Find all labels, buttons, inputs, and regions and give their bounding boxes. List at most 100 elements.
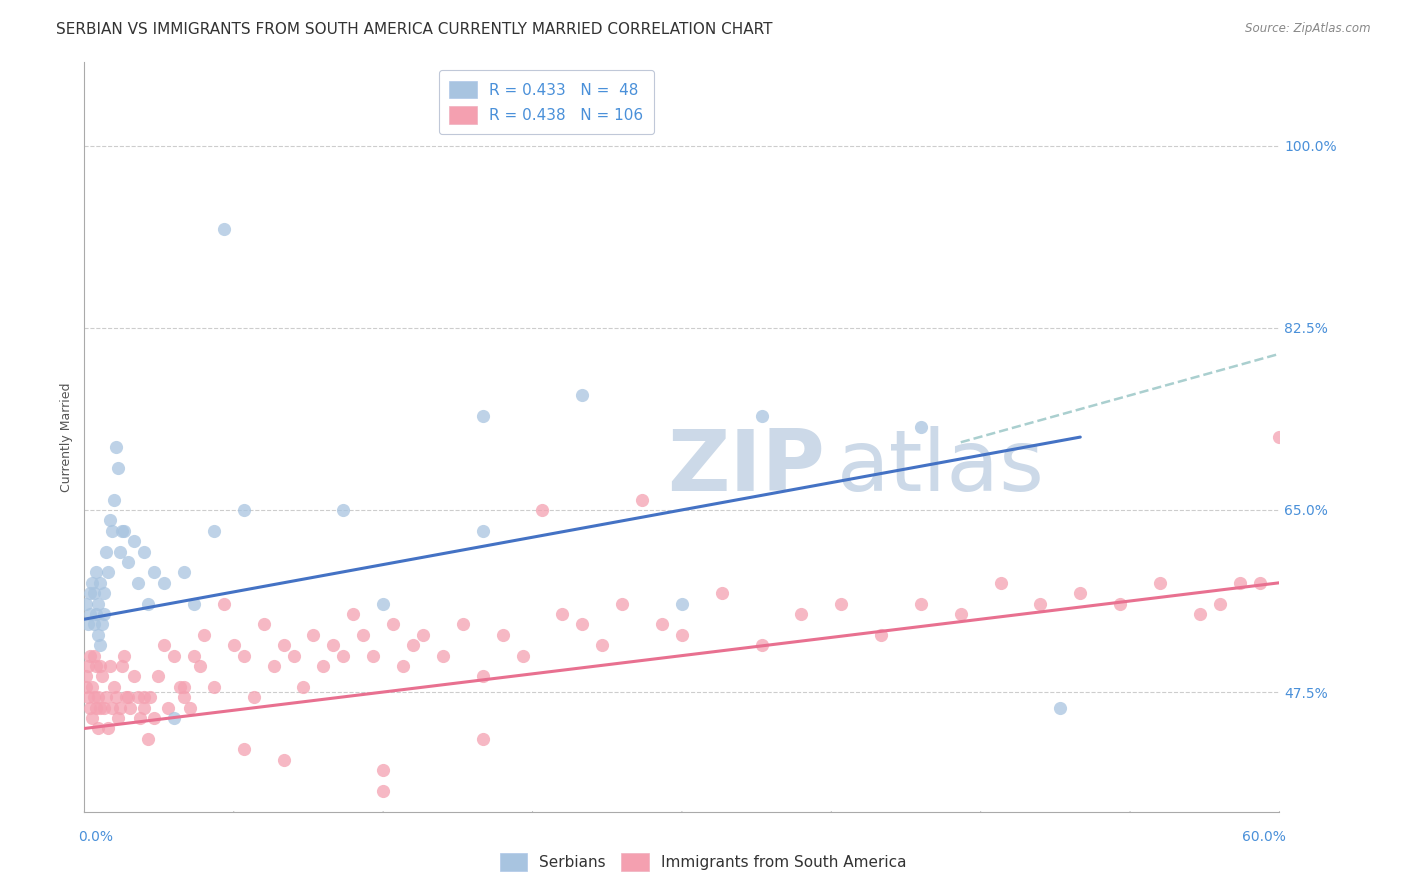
Point	[132, 700, 156, 714]
Point	[136, 731, 159, 746]
Point	[96, 544, 118, 558]
Point	[790, 607, 813, 621]
Point	[115, 690, 138, 705]
Point	[232, 742, 254, 756]
Point	[122, 669, 145, 683]
Point	[82, 711, 104, 725]
Point	[112, 524, 135, 538]
Point	[79, 607, 101, 621]
Point	[492, 628, 515, 642]
Point	[910, 597, 932, 611]
Point	[77, 690, 100, 705]
Legend: Serbians, Immigrants from South America: Serbians, Immigrants from South America	[494, 847, 912, 877]
Point	[1229, 575, 1251, 590]
Point	[949, 607, 972, 621]
Point	[373, 597, 395, 611]
Point	[127, 690, 149, 705]
Point	[143, 711, 166, 725]
Point	[183, 648, 205, 663]
Point	[1069, 586, 1091, 600]
Point	[163, 711, 186, 725]
Point	[89, 659, 111, 673]
Point	[103, 492, 125, 507]
Point	[79, 648, 101, 663]
Point	[89, 700, 111, 714]
Point	[127, 575, 149, 590]
Point	[93, 586, 115, 600]
Point	[105, 441, 128, 455]
Point	[671, 597, 693, 611]
Point	[87, 690, 110, 705]
Point	[83, 648, 105, 663]
Y-axis label: Currently Married: Currently Married	[60, 383, 73, 491]
Text: atlas: atlas	[838, 425, 1045, 508]
Point	[1149, 575, 1171, 590]
Point	[86, 566, 108, 580]
Point	[87, 628, 110, 642]
Point	[112, 648, 135, 663]
Point	[153, 638, 176, 652]
Point	[870, 628, 893, 642]
Point	[392, 659, 415, 673]
Point	[107, 711, 129, 725]
Point	[571, 388, 593, 402]
Point	[122, 534, 145, 549]
Point	[86, 659, 108, 673]
Point	[990, 575, 1012, 590]
Point	[91, 617, 114, 632]
Point	[471, 731, 494, 746]
Point	[77, 617, 100, 632]
Point	[1249, 575, 1271, 590]
Point	[120, 700, 142, 714]
Point	[173, 680, 195, 694]
Point	[91, 669, 114, 683]
Point	[93, 700, 115, 714]
Point	[292, 680, 315, 694]
Point	[631, 492, 654, 507]
Point	[87, 597, 110, 611]
Point	[232, 503, 254, 517]
Point	[111, 659, 134, 673]
Point	[332, 503, 354, 517]
Point	[402, 638, 425, 652]
Point	[163, 648, 186, 663]
Point	[183, 597, 205, 611]
Point	[751, 638, 773, 652]
Point	[283, 648, 305, 663]
Point	[83, 586, 105, 600]
Text: SERBIAN VS IMMIGRANTS FROM SOUTH AMERICA CURRENTLY MARRIED CORRELATION CHART: SERBIAN VS IMMIGRANTS FROM SOUTH AMERICA…	[56, 22, 773, 37]
Point	[202, 524, 225, 538]
Point	[1109, 597, 1132, 611]
Point	[1268, 430, 1291, 444]
Point	[273, 638, 295, 652]
Point	[212, 222, 235, 236]
Point	[710, 586, 733, 600]
Point	[97, 722, 120, 736]
Point	[342, 607, 364, 621]
Point	[98, 659, 121, 673]
Point	[101, 700, 124, 714]
Point	[87, 722, 110, 736]
Text: Source: ZipAtlas.com: Source: ZipAtlas.com	[1246, 22, 1371, 36]
Point	[432, 648, 454, 663]
Point	[1188, 607, 1211, 621]
Point	[86, 607, 108, 621]
Point	[89, 638, 111, 652]
Point	[202, 680, 225, 694]
Point	[139, 690, 162, 705]
Point	[173, 690, 195, 705]
Point	[136, 597, 159, 611]
Point	[117, 690, 139, 705]
Point	[132, 544, 156, 558]
Point	[105, 690, 128, 705]
Point	[79, 700, 101, 714]
Point	[612, 597, 634, 611]
Point	[332, 648, 354, 663]
Point	[1209, 597, 1232, 611]
Point	[117, 555, 139, 569]
Point	[352, 628, 374, 642]
Point	[361, 648, 384, 663]
Point	[263, 659, 285, 673]
Point	[153, 575, 176, 590]
Point	[451, 617, 474, 632]
